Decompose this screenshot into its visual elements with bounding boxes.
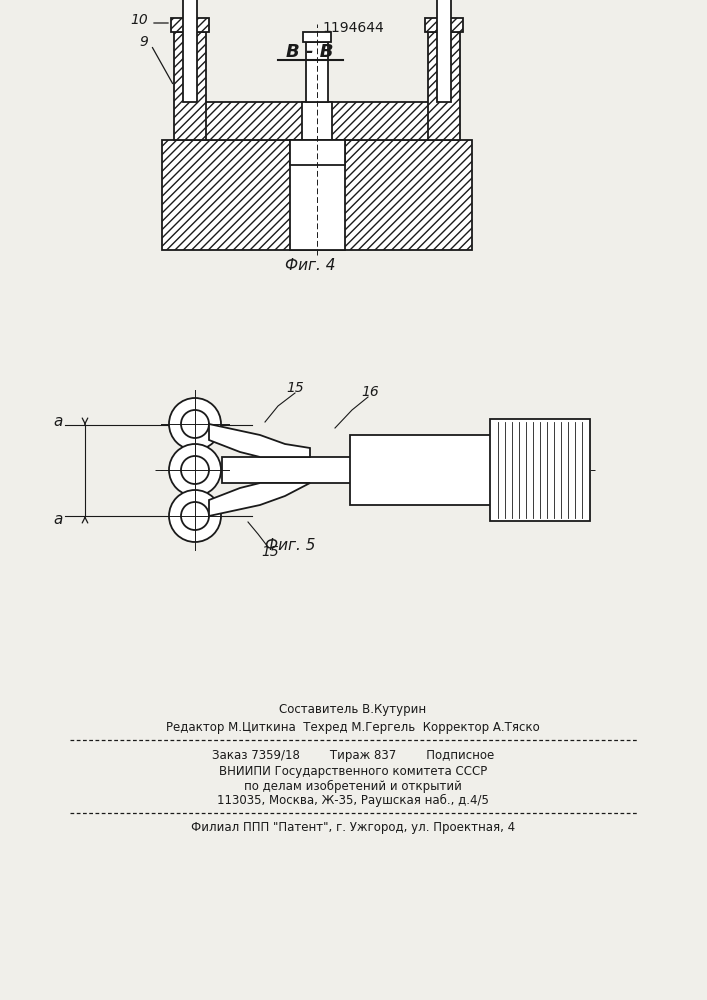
- Text: 10: 10: [130, 13, 148, 27]
- Bar: [303, 32, 331, 42]
- Bar: [174, 32, 206, 140]
- Polygon shape: [209, 483, 310, 516]
- Text: a: a: [53, 512, 63, 528]
- Text: 1194644: 1194644: [322, 21, 384, 35]
- Text: 113035, Москва, Ж-35, Раушская наб., д.4/5: 113035, Москва, Ж-35, Раушская наб., д.4…: [217, 793, 489, 807]
- Text: по делам изобретений и открытий: по делам изобретений и открытий: [244, 779, 462, 793]
- Text: Заказ 7359/18        Тираж 837        Подписное: Заказ 7359/18 Тираж 837 Подписное: [212, 750, 494, 762]
- Bar: [171, 18, 209, 32]
- Text: 15: 15: [261, 545, 279, 559]
- Bar: [162, 140, 472, 250]
- Bar: [290, 140, 345, 165]
- Text: Составитель В.Кутурин: Составитель В.Кутурин: [279, 704, 426, 716]
- Bar: [350, 435, 500, 505]
- Bar: [428, 32, 460, 140]
- Circle shape: [169, 490, 221, 542]
- Bar: [174, 32, 206, 140]
- Circle shape: [181, 410, 209, 438]
- Bar: [437, 0, 451, 102]
- Bar: [306, 42, 328, 102]
- Bar: [490, 419, 590, 521]
- Bar: [428, 32, 460, 140]
- Text: Филиал ППП "Патент", г. Ужгород, ул. Проектная, 4: Филиал ППП "Патент", г. Ужгород, ул. Про…: [191, 820, 515, 834]
- Bar: [185, 102, 449, 140]
- Text: Фиг. 4: Фиг. 4: [285, 257, 335, 272]
- Circle shape: [169, 444, 221, 496]
- Circle shape: [181, 456, 209, 484]
- Bar: [302, 102, 332, 140]
- Bar: [425, 18, 463, 32]
- Text: В - В: В - В: [286, 43, 334, 61]
- Bar: [162, 140, 472, 250]
- Bar: [290, 140, 345, 250]
- Text: 16: 16: [361, 385, 379, 399]
- Text: 15: 15: [286, 381, 304, 395]
- Text: a: a: [53, 414, 63, 428]
- Text: 9: 9: [139, 35, 148, 49]
- Text: ВНИИПИ Государственного комитета СССР: ВНИИПИ Государственного комитета СССР: [219, 766, 487, 778]
- Text: Редактор М.Циткина  Техред М.Гергель  Корректор А.Тяско: Редактор М.Циткина Техред М.Гергель Корр…: [166, 722, 540, 734]
- Polygon shape: [209, 424, 310, 457]
- Circle shape: [169, 398, 221, 450]
- Bar: [183, 0, 197, 102]
- Bar: [222, 457, 560, 483]
- Bar: [171, 18, 209, 32]
- Bar: [425, 18, 463, 32]
- Circle shape: [181, 502, 209, 530]
- Text: Фиг. 5: Фиг. 5: [264, 538, 315, 552]
- Bar: [185, 102, 449, 140]
